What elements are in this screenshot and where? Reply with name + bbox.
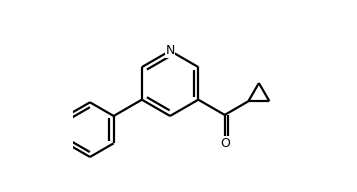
Text: O: O [220,137,230,150]
Text: N: N [165,44,175,57]
